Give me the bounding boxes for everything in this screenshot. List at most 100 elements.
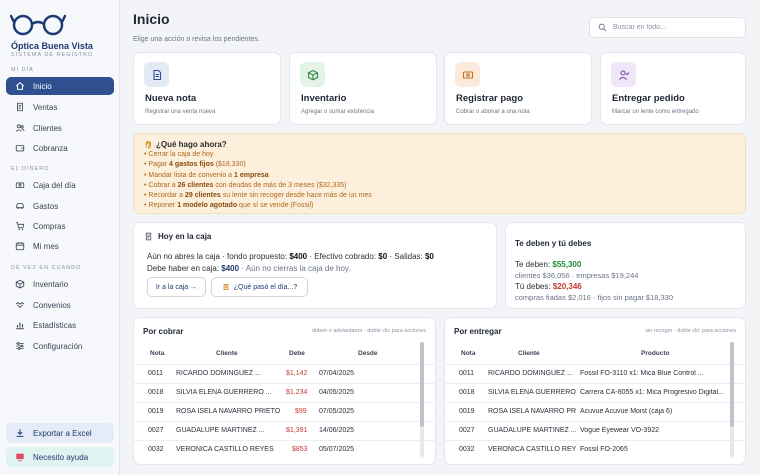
- table-header: Nota Cliente Debe Desde: [134, 344, 435, 362]
- table-row[interactable]: 0032 VERÓNICA CASTILLO REYES $853 05/07/202…: [134, 440, 435, 459]
- search-input[interactable]: [613, 24, 743, 31]
- table-row[interactable]: 0018 SILVIA ELENA GUERRERO ... Carrera CA-…: [445, 383, 745, 402]
- calendar-icon: [15, 242, 25, 251]
- scroll-icon: [223, 284, 229, 290]
- cash-today-panel: Hoy en la caja Aún no abres la caja · fo…: [133, 222, 497, 309]
- card-subtitle: Registrar una venta nueva: [145, 109, 216, 115]
- cash-status-line: Aún no abres la caja · fondo propuesto: …: [147, 252, 434, 261]
- card-subtitle: Cobrar o abonar a una nota: [456, 109, 530, 115]
- sidebar-item-convenios[interactable]: Convenios: [6, 296, 114, 314]
- sidebar-item-label: Ventas: [33, 102, 58, 112]
- table-row[interactable]: 0019 ROSA ISELA NAVARRO PRIETO $99 07/05/20…: [134, 402, 435, 421]
- brand-subtitle: SISTEMA DE REGISTRO: [11, 52, 94, 58]
- todo-item[interactable]: Reponer 1 modelo agotado que sí se vende…: [144, 201, 372, 211]
- column-header[interactable]: Nota: [150, 350, 165, 357]
- sidebar-item-estadisticas[interactable]: Estadísticas: [6, 316, 114, 334]
- column-header[interactable]: Cliente: [518, 350, 540, 357]
- go-to-cash-button[interactable]: Ir a la caja →: [147, 277, 206, 297]
- todo-list: Cerrar la caja de hoy Pagar 4 gastos fij…: [144, 150, 372, 212]
- section-label-de-vez-en-cuando: DE VEZ EN CUANDO: [11, 265, 82, 271]
- sliders-icon: [16, 342, 24, 350]
- day-summary-button[interactable]: ¿Qué pasó el día...?: [211, 277, 308, 297]
- table-row[interactable]: 0011 RICARDO DOMÍNGUEZ ... $1,142 07/04/202…: [134, 364, 435, 383]
- scrollbar[interactable]: [420, 342, 424, 457]
- todo-item[interactable]: Recordar a 29 clientes su lente sin reco…: [144, 191, 371, 201]
- deliver-order-icon-box: [611, 62, 636, 87]
- box-icon: [15, 279, 25, 289]
- sidebar-item-label: Configuración: [33, 341, 83, 351]
- brand-name: Óptica Buena Vista: [11, 41, 93, 51]
- sidebar-item-compras[interactable]: Compras: [6, 217, 114, 235]
- sidebar-item-cobranza[interactable]: Cobranza: [6, 139, 114, 157]
- sidebar-item-mi-mes[interactable]: Mi mes: [6, 237, 114, 255]
- sidebar-item-label: Convenios: [33, 300, 71, 310]
- scrollbar[interactable]: [730, 342, 734, 457]
- sidebar-item-label: Compras: [33, 221, 66, 231]
- panel-hint: sin recoger · doble clic para acciones: [645, 328, 736, 334]
- card-title: Inventario: [301, 93, 347, 104]
- sidebar-item-label: Inicio: [33, 81, 52, 91]
- todo-item[interactable]: Mandar lista de convenio a 1 empresa: [144, 171, 372, 181]
- table-row[interactable]: 0027 GUADALUPE MARTÍNEZ ... Vogue Eyewear …: [445, 421, 745, 440]
- panel-hint: deben o adelantaron · doble clic para ac…: [311, 328, 426, 334]
- sidebar-item-configuracion[interactable]: Configuración: [6, 337, 114, 355]
- todo-title: ¿Qué hago ahora?: [144, 140, 227, 149]
- card-subtitle: Marcar un lente como entregado: [612, 109, 699, 115]
- sidebar-item-ventas[interactable]: Ventas: [6, 98, 114, 116]
- balances-panel: Te deben y tú debes Te deben: $55,300 cl…: [505, 222, 746, 309]
- card-subtitle: Agregar o sumar existencia: [301, 109, 375, 115]
- users-icon: [15, 124, 25, 132]
- todo-item[interactable]: Cobrar a 26 clientes con deudas de más d…: [144, 181, 372, 191]
- owed-to-you-detail: clientes $36,056 · empresas $19,244: [515, 271, 639, 280]
- table-row[interactable]: 0018 SILVIA ELENA GUERRERO ... $1,234 04/05…: [134, 383, 435, 402]
- table-row[interactable]: 0032 VERÓNICA CASTILLO REYES Fossil FO-206…: [445, 440, 745, 459]
- column-header[interactable]: Desde: [358, 350, 378, 357]
- inventory-icon-box: [300, 62, 325, 87]
- register-payment-card[interactable]: Registrar pago Cobrar o abonar a una not…: [444, 52, 592, 125]
- pending-delivery-panel: Por entregar sin recoger · doble clic pa…: [444, 317, 746, 465]
- new-note-card[interactable]: Nueva nota Registrar una venta nueva: [133, 52, 281, 125]
- scrollbar-thumb[interactable]: [730, 342, 734, 427]
- search-box[interactable]: [589, 17, 746, 38]
- panel-title: Por cobrar: [143, 327, 184, 336]
- sidebar-item-inicio[interactable]: Inicio: [6, 77, 114, 95]
- card-title: Registrar pago: [456, 93, 524, 104]
- help-label: Necesito ayuda: [33, 452, 89, 462]
- panel-title: Por entregar: [454, 327, 502, 336]
- sidebar-item-label: Inventario: [33, 279, 69, 289]
- scrollbar-thumb[interactable]: [420, 342, 424, 427]
- box-icon: [307, 69, 318, 80]
- sidebar-item-clientes[interactable]: Clientes: [6, 119, 114, 137]
- table-row[interactable]: 0027 GUADALUPE MARTÍNEZ ... $1,391 14/06/20…: [134, 421, 435, 440]
- export-excel-label: Exportar a Excel: [33, 428, 92, 438]
- export-excel-button[interactable]: Exportar a Excel: [6, 423, 114, 443]
- help-button[interactable]: Necesito ayuda: [6, 447, 114, 467]
- handshake-icon: [15, 301, 25, 308]
- column-header[interactable]: Producto: [641, 350, 670, 357]
- sidebar-item-inventario[interactable]: Inventario: [6, 275, 114, 293]
- column-header[interactable]: Nota: [461, 350, 476, 357]
- table-row[interactable]: 0011 RICARDO DOMÍNGUEZ ... Fossil FO-3110 …: [445, 364, 745, 383]
- hand-icon: [145, 140, 151, 149]
- page-title: Inicio: [133, 11, 170, 27]
- document-icon: [152, 69, 161, 80]
- car-icon: [16, 203, 24, 209]
- section-label-mi-dia: MI DÍA: [11, 67, 34, 73]
- inventory-card[interactable]: Inventario Agregar o sumar existencia: [289, 52, 437, 125]
- you-owe-detail: compras fiadas $2,016 · fijos sin pagar …: [515, 293, 674, 302]
- todo-item[interactable]: Pagar 4 gastos fijos ($18,330): [144, 160, 372, 170]
- sidebar-item-label: Estadísticas: [33, 320, 77, 330]
- sidebar-item-gastos[interactable]: Gastos: [6, 197, 114, 215]
- column-header[interactable]: Cliente: [216, 350, 238, 357]
- sidebar-item-caja-del-dia[interactable]: Caja del día: [6, 176, 114, 194]
- column-header[interactable]: Debe: [289, 350, 305, 357]
- sidebar-item-label: Clientes: [33, 123, 62, 133]
- glasses-logo-icon: [10, 14, 66, 36]
- deliver-order-card[interactable]: Entregar pedido Marcar un lente como ent…: [600, 52, 746, 125]
- you-owe: Tú debes: $20,346: [515, 282, 582, 291]
- page-subtitle: Elige una acción o revisa los pendientes…: [133, 36, 260, 43]
- todo-item[interactable]: Cerrar la caja de hoy: [144, 150, 372, 160]
- todo-panel: ¿Qué hago ahora? Cerrar la caja de hoy P…: [133, 133, 746, 214]
- download-icon: [16, 429, 24, 437]
